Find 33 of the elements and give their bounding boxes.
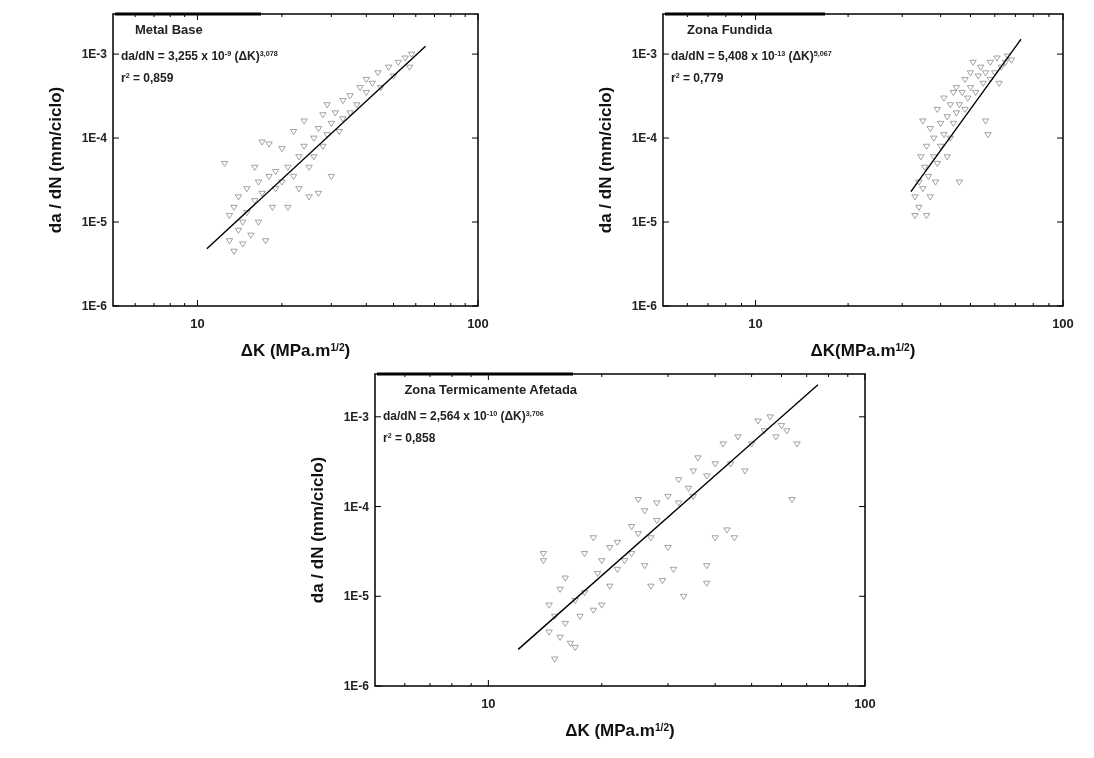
x-tick-label: 100 <box>854 696 876 711</box>
y-tick-label: 1E-6 <box>631 299 658 313</box>
y-tick-label: 1E-6 <box>343 679 370 693</box>
annotation: r$^{2}$ = 0,779 <box>671 70 724 85</box>
annotation: da/dN = 3,255 x 10$^{-9}$ (ΔK)$^{3,078}$ <box>121 48 278 63</box>
y-tick-label: 1E-5 <box>343 589 370 604</box>
y-tick-label: 1E-5 <box>631 215 658 230</box>
x-axis-title: ΔK(MPa.m$^{1/2}$) <box>810 341 916 360</box>
y-tick-label: 1E-4 <box>81 131 108 146</box>
x-tick-label: 10 <box>190 316 205 331</box>
y-axis-title: da / dN (mm/ciclo) <box>46 86 65 234</box>
x-axis-title: ΔK (MPa.m$^{1/2}$) <box>565 721 675 740</box>
y-tick-label: 1E-4 <box>343 499 370 514</box>
annotation: da/dN = 5,408 x 10$^{-13}$ (ΔK)$^{5,067}$ <box>671 48 832 63</box>
text: Zona Termicamente Afetada <box>404 382 578 397</box>
annotation: r$^{2}$ = 0,858 <box>383 430 436 445</box>
y-axis-title: da / dN (mm/ciclo) <box>308 456 327 604</box>
annotation: da/dN = 2,564 x 10$^{-10}$ (ΔK)$^{3,706}$ <box>383 408 544 423</box>
annotation: r$^{2}$ = 0,859 <box>121 70 174 85</box>
y-tick-label: 1E-6 <box>81 299 108 313</box>
x-tick-label: 100 <box>467 316 489 331</box>
x-axis-title: ΔK (MPa.m$^{1/2}$) <box>240 341 351 360</box>
y-tick-label: 1E-3 <box>81 47 108 62</box>
x-tick-label: 10 <box>748 316 763 331</box>
x-tick-label: 10 <box>481 696 496 711</box>
y-tick-label: 1E-3 <box>343 409 370 424</box>
text: Zona Fundida <box>687 22 773 37</box>
y-tick-label: 1E-4 <box>631 131 658 146</box>
y-tick-label: 1E-3 <box>631 47 658 62</box>
text: Metal Base <box>134 22 203 37</box>
x-tick-label: 100 <box>1052 316 1074 331</box>
y-axis-title: da / dN (mm/ciclo) <box>596 86 615 234</box>
y-tick-label: 1E-5 <box>81 215 108 230</box>
